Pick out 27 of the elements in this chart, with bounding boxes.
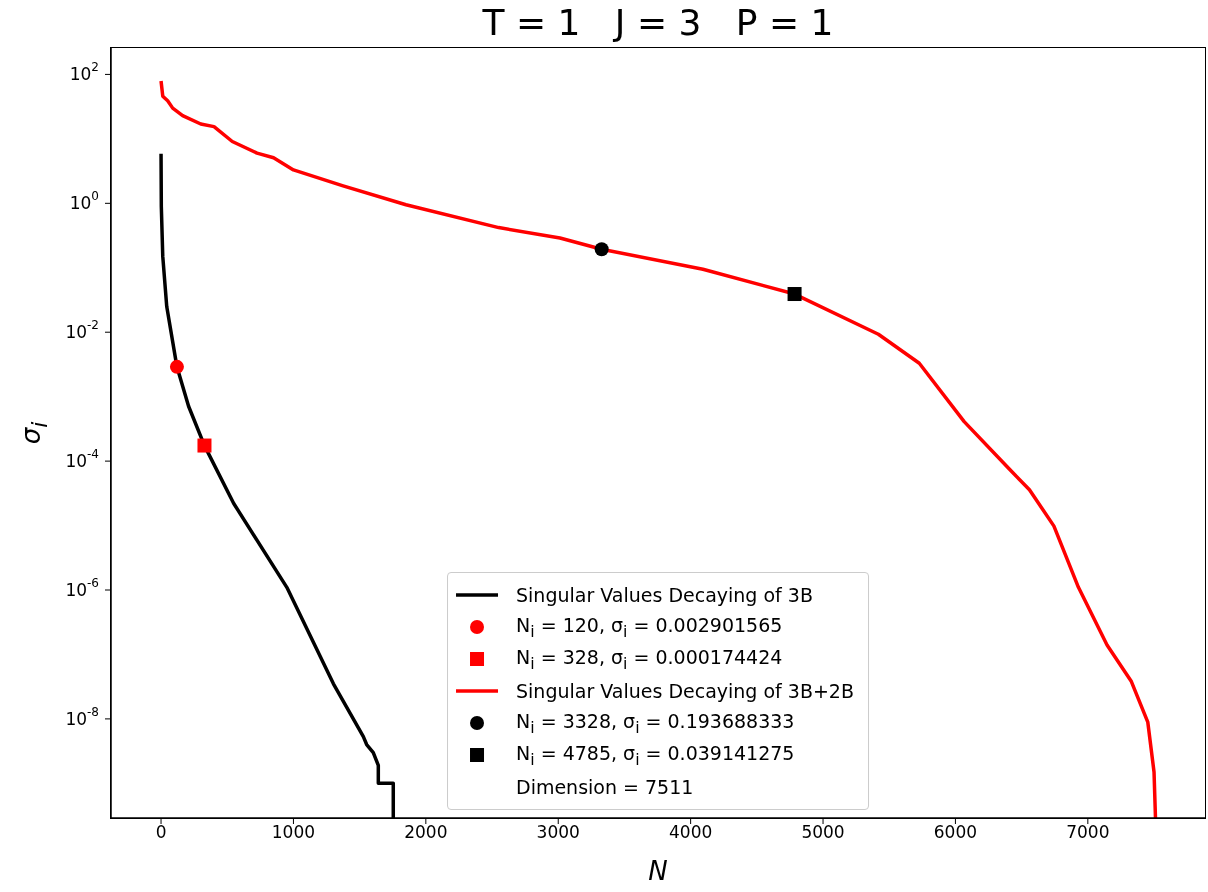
- y-tick-label: 10$^{2}$: [69, 60, 99, 85]
- chart-title: T = 1 J = 3 P = 1: [481, 2, 835, 43]
- x-tick-label: 6000: [933, 822, 978, 843]
- legend-label: Singular Values Decaying of 3B+2B: [516, 680, 854, 702]
- legend-label: N$_{i}$ = 3328, σ$_{i}$ = 0.193688333: [516, 709, 795, 737]
- x-tick-label: 5000: [801, 822, 845, 843]
- point: [169, 359, 184, 374]
- point: [594, 242, 609, 257]
- point: [197, 438, 212, 453]
- legend-label: N$_{i}$ = 120, σ$_{i}$ = 0.002901565: [516, 613, 783, 641]
- x-tick-label: 0: [155, 822, 167, 843]
- x-tick-label: 3000: [536, 822, 580, 843]
- legend-label: N$_{i}$ = 328, σ$_{i}$ = 0.000174424: [516, 645, 783, 673]
- y-tick-label: 10$^{-6}$: [65, 576, 99, 601]
- y-tick-label: 10$^{-2}$: [65, 318, 99, 343]
- legend-label: N$_{i}$ = 4785, σ$_{i}$ = 0.039141275: [516, 741, 795, 769]
- x-tick-label: 1000: [271, 822, 316, 843]
- legend-label: Singular Values Decaying of 3B: [516, 584, 813, 606]
- x-tick-label: 2000: [404, 822, 448, 843]
- annotation: Dimension = 7511: [516, 776, 694, 798]
- y-tick-label: 10$^{-4}$: [65, 447, 99, 472]
- point: [787, 287, 802, 302]
- x-tick-label: 4000: [669, 822, 713, 843]
- x-tick-label: 7000: [1066, 822, 1110, 843]
- x-axis-title: N: [647, 856, 669, 886]
- y-tick-label: 10$^{-8}$: [65, 704, 99, 729]
- y-tick-label: 10$^{0}$: [69, 189, 99, 214]
